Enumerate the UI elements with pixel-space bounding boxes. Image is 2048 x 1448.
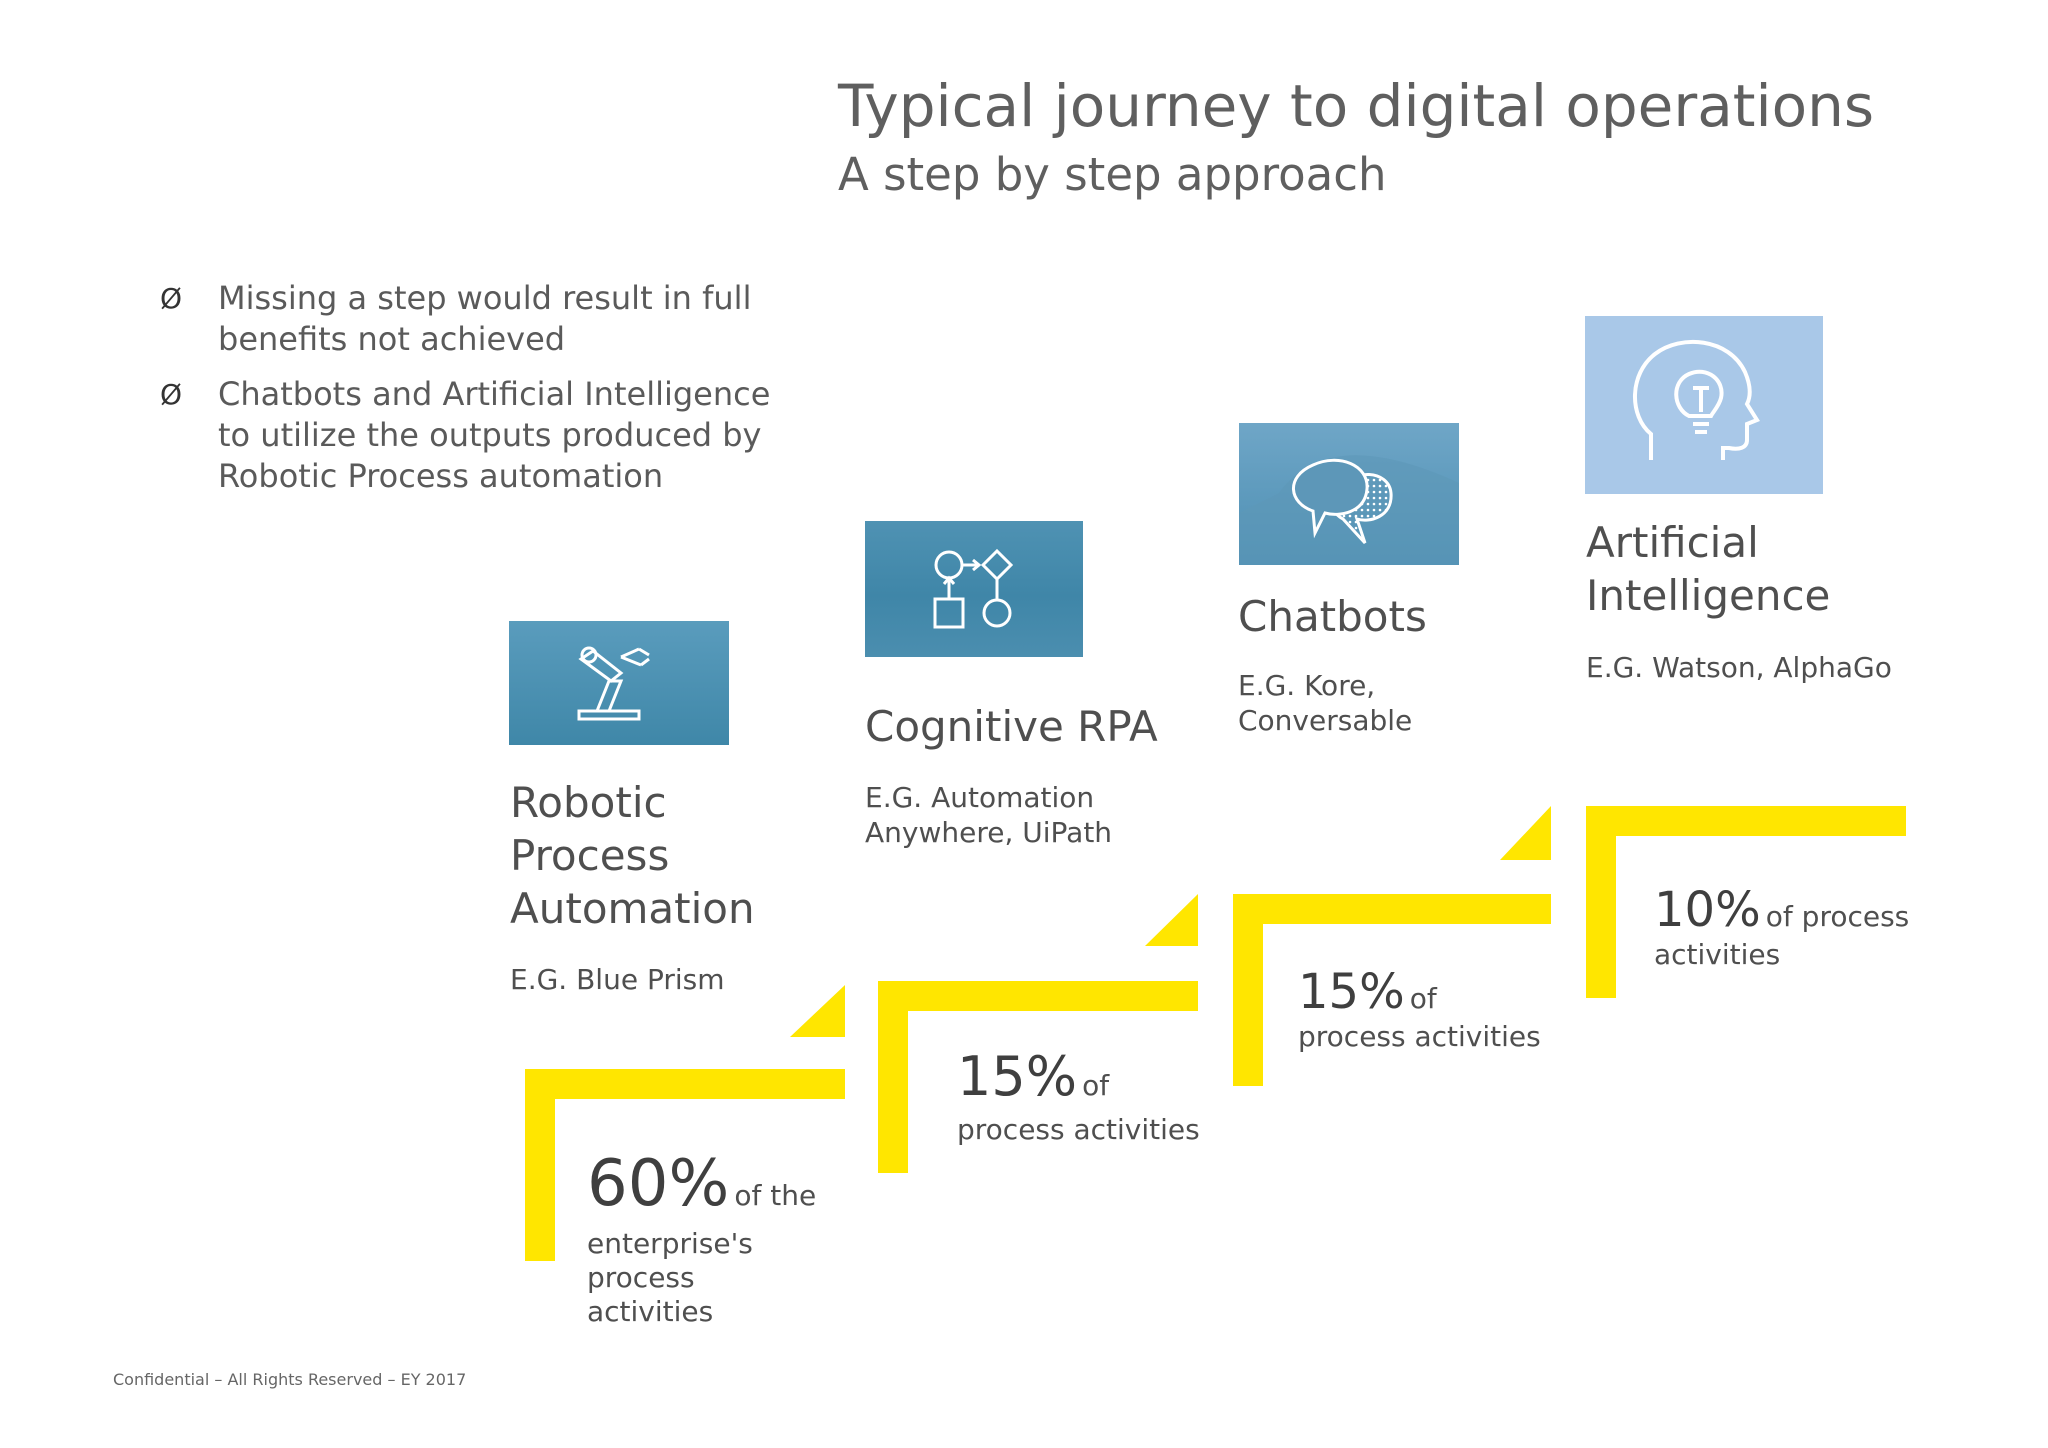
step-4-top-bar: [1586, 806, 1906, 836]
process-flow-tile: [865, 521, 1083, 657]
stage-name-chatbots: Chatbots: [1238, 592, 1427, 641]
head-lightbulb-tile: [1585, 316, 1823, 494]
pct-label-chatbots: 15% of: [1298, 968, 1437, 1016]
stage-name-rpa: Robotic Process Automation: [510, 778, 755, 933]
step-2-side-bar: [878, 981, 908, 1173]
pct-rest-cognitive-rpa: process activities: [957, 1113, 1200, 1146]
pct-word-chatbots: of: [1409, 982, 1437, 1015]
stage-name-ai: Artificial Intelligence: [1586, 518, 1831, 620]
pct-rest-chatbots: process activities: [1298, 1020, 1541, 1053]
pct-value-cognitive-rpa: 15%: [957, 1045, 1078, 1108]
stage-example-rpa: E.G. Blue Prism: [510, 963, 725, 996]
page-subtitle: A step by step approach: [838, 148, 1387, 201]
step-3-top-bar: [1233, 894, 1551, 924]
pct-label-ai: 10% of process: [1654, 886, 1909, 934]
stage-example-ai: E.G. Watson, AlphaGo: [1586, 651, 1892, 684]
pct-label-cognitive-rpa: 15% of: [957, 1050, 1109, 1104]
pct-value-chatbots: 15%: [1298, 964, 1405, 1020]
step-4-side-bar: [1586, 806, 1616, 998]
process-flow-icon: [865, 521, 1083, 657]
pct-word-rpa: of the: [734, 1179, 817, 1212]
step-2-top-bar: [878, 981, 1198, 1011]
bullet-marker: Ø: [160, 378, 183, 411]
robotic-arm-tile: [509, 621, 729, 745]
step-1-side-bar: [525, 1069, 555, 1261]
pct-value-rpa: 60%: [587, 1147, 730, 1221]
head-lightbulb-icon: [1585, 316, 1823, 494]
pct-word-cognitive-rpa: of: [1082, 1069, 1110, 1102]
step-2-corner-triangle: [1145, 894, 1198, 946]
step-1-top-bar: [525, 1069, 845, 1099]
bullet-text: Missing a step would result in full bene…: [218, 279, 752, 358]
footer-confidential: Confidential – All Rights Reserved – EY …: [113, 1370, 467, 1389]
pct-word-ai: of process: [1765, 900, 1910, 933]
bullet-item: Ø Missing a step would result in full be…: [160, 278, 780, 360]
stage-name-cognitive-rpa: Cognitive RPA: [865, 702, 1158, 751]
stage-example-cognitive-rpa: E.G. Automation Anywhere, UiPath: [865, 781, 1113, 849]
page-title: Typical journey to digital operations: [838, 72, 1875, 140]
step-3-corner-triangle: [1500, 806, 1551, 860]
chat-bubbles-tile: [1239, 423, 1459, 565]
robotic-arm-icon: [509, 621, 729, 745]
stage-example-chatbots: E.G. Kore, Conversable: [1238, 669, 1413, 737]
step-3-side-bar: [1233, 894, 1263, 1086]
bullet-list: Ø Missing a step would result in full be…: [160, 278, 780, 511]
pct-rest-ai: activities: [1654, 938, 1781, 971]
step-1-corner-triangle: [790, 985, 845, 1037]
chat-bubbles-icon: [1239, 423, 1459, 565]
bullet-item: Ø Chatbots and Artificial Intelligence t…: [160, 374, 780, 497]
bullet-text: Chatbots and Artificial Intelligence to …: [218, 375, 771, 495]
pct-label-rpa: 60% of the: [587, 1152, 816, 1216]
pct-rest-rpa: enterprise's process activities: [587, 1227, 753, 1328]
pct-value-ai: 10%: [1654, 882, 1761, 938]
bullet-marker: Ø: [160, 282, 183, 315]
